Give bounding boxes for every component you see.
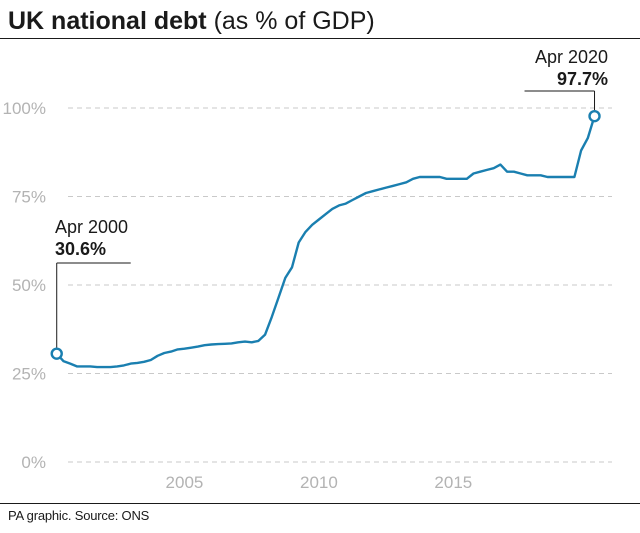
title-qualifier: (as % of GDP) [213, 7, 375, 35]
annotation-value: 97.7% [557, 69, 608, 89]
source-credit: PA graphic. Source: ONS [8, 508, 150, 523]
annotation-markers [50, 109, 601, 360]
x-tick-label: 2015 [434, 473, 472, 492]
x-axis-ticks: 2005 2010 2015 [166, 473, 473, 492]
annotation-leaders [56, 90, 596, 348]
data-point-marker [50, 347, 63, 360]
title-main: UK national debt [8, 7, 207, 35]
y-tick-label: 25% [12, 365, 46, 384]
series-line [55, 114, 596, 369]
x-tick-label: 2005 [166, 473, 204, 492]
data-point-marker [588, 109, 601, 123]
footer-divider [0, 503, 640, 504]
y-tick-label: 100% [3, 99, 46, 118]
annotation-value: 30.6% [55, 239, 106, 259]
line-chart: 0% 25% 50% 75% 100% 2005 2010 2015 Apr 200030.… [3, 47, 612, 492]
y-tick-label: 50% [12, 276, 46, 295]
y-tick-label: 0% [21, 453, 46, 472]
title-divider [0, 38, 640, 39]
chart-title: UK national debt (as % of GDP) [8, 6, 375, 36]
gridlines [68, 107, 612, 463]
annotation-date: Apr 2020 [535, 47, 608, 67]
annotation-date: Apr 2000 [55, 217, 128, 237]
y-axis-ticks: 0% 25% 50% 75% 100% [3, 99, 46, 472]
x-tick-label: 2010 [300, 473, 338, 492]
y-tick-label: 75% [12, 188, 46, 207]
